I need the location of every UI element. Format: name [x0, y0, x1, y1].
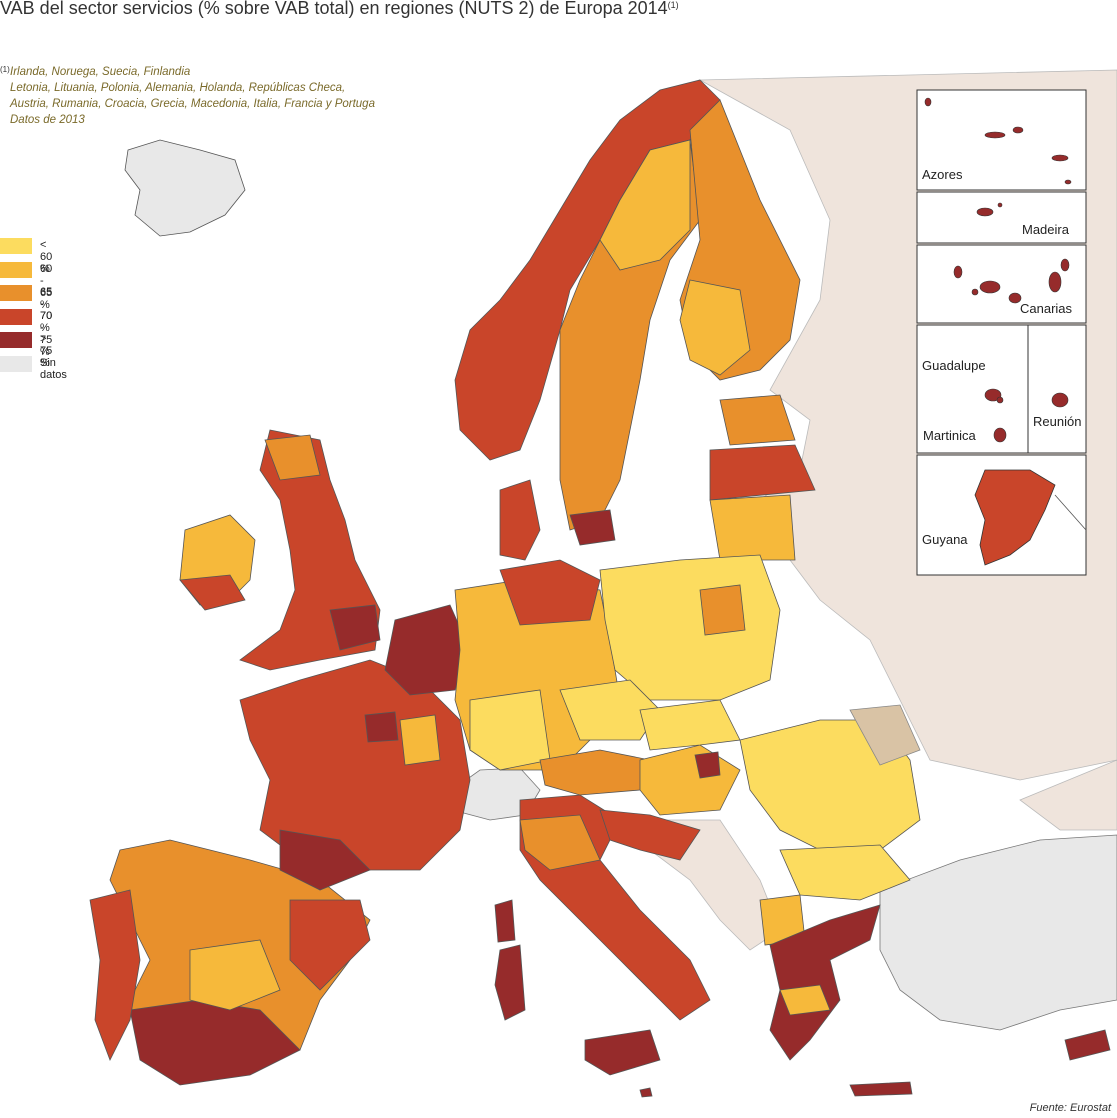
cyprus — [1064, 1029, 1111, 1061]
legend-swatch — [0, 308, 32, 325]
inset-label-madeira: Madeira — [1022, 222, 1070, 237]
guyana-territory — [974, 469, 1056, 566]
slovakia — [639, 699, 741, 751]
estonia — [719, 394, 796, 446]
footnotes: (1) Irlanda, Noruega, Suecia, Finlandia … — [0, 64, 375, 128]
legend-label: 65 - 70 % — [40, 286, 53, 334]
malta — [639, 1087, 653, 1098]
france — [239, 659, 471, 871]
legend-swatch — [0, 261, 32, 278]
source-note: Fuente: Eurostat — [1029, 1102, 1111, 1114]
martinica-island — [993, 427, 1007, 443]
map-title: VAB del sector servicios (% sobre VAB to… — [0, 0, 679, 19]
legend-swatch — [0, 285, 32, 301]
guyana-border — [1054, 494, 1087, 531]
footnote-marker: (1) — [0, 65, 10, 74]
azores-islands — [924, 97, 1072, 185]
benelux — [384, 604, 471, 696]
map-title-text: VAB del sector servicios (% sobre VAB to… — [0, 0, 668, 18]
legend-swatch — [0, 332, 32, 348]
greece-center — [779, 984, 831, 1016]
inset-label-martinica: Martinica — [923, 428, 977, 443]
crete — [849, 1081, 913, 1097]
footnote-line: Austria, Rumania, Croacia, Grecia, Maced… — [10, 98, 375, 110]
footnote-line: Letonia, Lituania, Polonia, Alemania, Ho… — [10, 82, 346, 94]
lithuania — [709, 494, 796, 561]
hungary-budapest — [694, 751, 721, 779]
iceland — [124, 139, 246, 237]
greece — [769, 904, 881, 1061]
legend-label: 60 - 65 % — [40, 262, 53, 311]
france-paris — [364, 711, 399, 743]
legend-label: < 60 % — [40, 239, 53, 275]
footnote-line: Irlanda, Noruega, Suecia, Finlandia — [10, 66, 191, 78]
map-title-footnote-marker: (1) — [667, 0, 679, 10]
inset-label-canarias: Canarias — [1020, 301, 1073, 316]
latvia — [709, 444, 816, 501]
inset-label-guadalupe: Guadalupe — [922, 358, 986, 373]
france-south — [279, 829, 371, 891]
footnote-line: Datos de 2013 — [10, 114, 85, 126]
germany-west — [469, 689, 551, 771]
spain-east — [289, 899, 371, 991]
legend-swatch — [0, 355, 32, 372]
legend-label: > 75 % — [40, 333, 53, 369]
legend-label: 70 - 75 % — [40, 309, 53, 358]
denmark — [499, 479, 541, 561]
poland-east — [699, 584, 746, 636]
scotland-north — [264, 434, 321, 481]
turkey-no-data — [879, 834, 1117, 1031]
ireland-south — [179, 574, 246, 611]
canarias-islands — [953, 258, 1070, 304]
spain-castilla-mancha — [189, 939, 281, 1011]
sardinia — [494, 944, 526, 1021]
legend-swatch — [0, 238, 32, 254]
madeira-islands — [976, 202, 1003, 217]
corsica — [494, 899, 516, 943]
bulgaria — [779, 844, 911, 901]
moldova — [849, 704, 921, 766]
reunion-island — [1051, 392, 1069, 408]
legend-label: Sin datos — [40, 356, 67, 381]
italy-north — [519, 814, 601, 871]
inset-label-guyana: Guyana — [922, 532, 968, 547]
sweden-south — [569, 509, 616, 546]
inset-label-azores: Azores — [922, 167, 963, 182]
inset-label-reunion: Reunión — [1033, 414, 1081, 429]
finland-west — [679, 279, 751, 376]
sweden-north — [599, 139, 691, 271]
guadalupe-islands — [984, 388, 1004, 404]
uk-london — [329, 604, 381, 651]
sicily — [584, 1029, 661, 1076]
germany-north — [499, 559, 601, 626]
france-center — [399, 714, 441, 766]
croatia — [599, 809, 701, 861]
portugal — [89, 889, 141, 1061]
